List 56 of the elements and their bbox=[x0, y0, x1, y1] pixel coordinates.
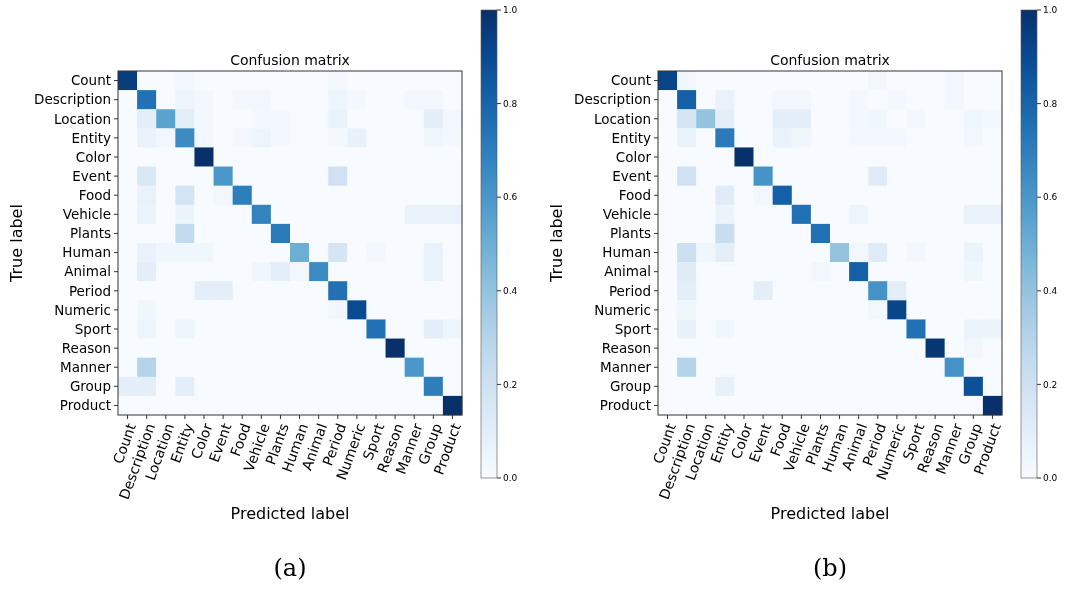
y-tick-label: Product bbox=[599, 397, 651, 414]
y-tick-label: Location bbox=[593, 110, 651, 127]
y-tick-label: Entity bbox=[611, 129, 651, 146]
y-tick-label: Animal bbox=[64, 263, 111, 280]
color-bar-label: 0.2 bbox=[503, 379, 518, 390]
chart-title: Confusion matrix bbox=[230, 52, 350, 68]
y-tick-label: Color bbox=[75, 148, 112, 165]
y-axis-title: True label bbox=[7, 204, 26, 283]
y-tick-label: Food bbox=[78, 186, 111, 203]
color-bar-label: 0.6 bbox=[503, 192, 518, 203]
y-tick-label: Plants bbox=[69, 225, 111, 242]
y-tick-label: Manner bbox=[600, 358, 652, 375]
color-bar-label: 0.2 bbox=[1043, 379, 1058, 390]
y-tick-label: Numeric bbox=[54, 301, 111, 318]
color-bar-label: 0.0 bbox=[1043, 473, 1058, 484]
y-tick-label: Manner bbox=[60, 358, 112, 375]
color-bar-label: 0.6 bbox=[1043, 192, 1058, 203]
y-tick-label: Period bbox=[608, 282, 651, 299]
y-tick-label: Entity bbox=[71, 129, 111, 146]
color-bar-label: 0.0 bbox=[503, 473, 518, 484]
y-tick-label: Food bbox=[618, 186, 651, 203]
color-bar-label: 0.4 bbox=[503, 285, 518, 296]
y-tick-label: Description bbox=[574, 91, 651, 108]
y-tick-label: Animal bbox=[604, 263, 651, 280]
y-tick-label: Location bbox=[53, 110, 111, 127]
color-bar-label: 1.0 bbox=[1043, 5, 1058, 16]
y-tick-label: Human bbox=[602, 244, 651, 261]
text: (a) bbox=[273, 554, 307, 582]
y-tick-label: Sport bbox=[74, 320, 111, 337]
y-tick-label: Numeric bbox=[594, 301, 651, 318]
y-tick-label: Reason bbox=[61, 339, 111, 356]
y-tick-label: Count bbox=[610, 72, 651, 89]
y-tick-label: Product bbox=[59, 397, 111, 414]
color-bar-label: 1.0 bbox=[503, 5, 518, 16]
y-tick-label: Sport bbox=[614, 320, 651, 337]
color-bar-label: 0.8 bbox=[1043, 98, 1058, 109]
y-tick-label: Color bbox=[615, 148, 652, 165]
y-tick-label: Period bbox=[68, 282, 111, 299]
y-tick-label: Event bbox=[72, 167, 111, 184]
x-axis-title: Predicted label bbox=[230, 504, 350, 523]
y-tick-label: Plants bbox=[609, 225, 651, 242]
chart-title: Confusion matrix bbox=[770, 52, 890, 68]
y-tick-label: Description bbox=[34, 91, 111, 108]
y-tick-label: Human bbox=[62, 244, 111, 261]
y-tick-label: Event bbox=[612, 167, 651, 184]
color-bar-label: 0.4 bbox=[1043, 285, 1058, 296]
color-bar-label: 0.8 bbox=[503, 98, 518, 109]
text: (b) bbox=[812, 554, 848, 582]
y-tick-label: Count bbox=[70, 72, 111, 89]
y-axis-title: True label bbox=[547, 204, 566, 283]
y-tick-label: Vehicle bbox=[62, 206, 111, 223]
y-tick-label: Vehicle bbox=[602, 206, 651, 223]
y-tick-label: Reason bbox=[601, 339, 651, 356]
y-tick-label: Group bbox=[609, 378, 651, 395]
y-tick-label: Group bbox=[69, 378, 111, 395]
x-axis-title: Predicted label bbox=[770, 504, 890, 523]
